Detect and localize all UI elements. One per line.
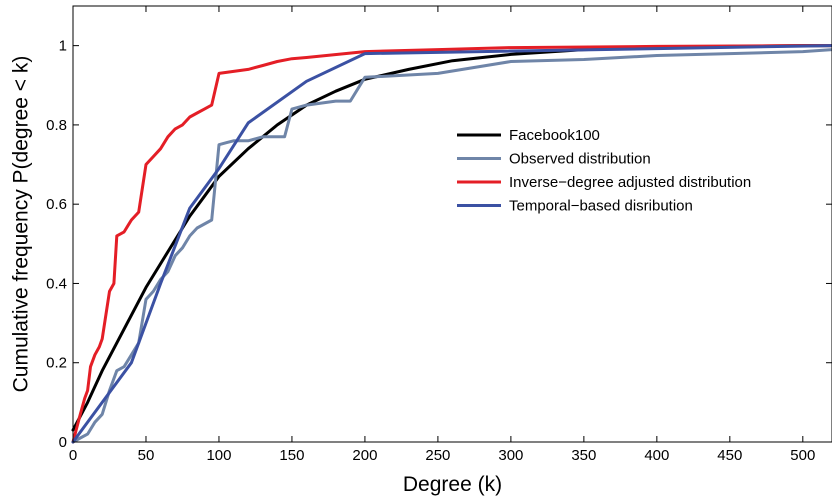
x-tick-label: 50 [138, 447, 155, 464]
y-tick-label: 0 [59, 434, 67, 451]
y-tick-label: 1 [59, 38, 67, 55]
x-tick-label: 0 [69, 447, 77, 464]
legend-label: Inverse−degree adjusted distribution [509, 174, 751, 191]
x-tick-label: 350 [571, 447, 596, 464]
y-tick-label: 0.8 [46, 117, 67, 134]
legend-label: Facebook100 [509, 127, 600, 144]
x-tick-label: 300 [498, 447, 523, 464]
x-tick-label: 150 [279, 447, 304, 464]
x-tick-label: 500 [790, 447, 815, 464]
x-tick-label: 250 [425, 447, 450, 464]
x-tick-label: 400 [644, 447, 669, 464]
axis-ticks: 0 50 100 150 200 250 300 350 400 450 500 0 0.2 0.4 0.6… [46, 6, 832, 464]
x-tick-label: 100 [206, 447, 231, 464]
legend: Facebook100 Observed distribution Inverse−… [457, 127, 751, 215]
plot-frame [72, 5, 832, 443]
series-lines [71, 44, 832, 444]
y-tick-label: 0.6 [46, 196, 67, 213]
series-line-3 [71, 44, 832, 444]
legend-label: Observed distribution [509, 151, 651, 168]
series-line-4 [71, 44, 832, 444]
y-axis-title: Cumulative frequency P(degree < k) [10, 56, 33, 393]
x-tick-label: 200 [352, 447, 377, 464]
legend-label: Temporal−based disribution [509, 198, 693, 215]
y-tick-label: 0.4 [46, 275, 67, 292]
y-tick-label: 0.2 [46, 355, 67, 372]
x-axis-title: Degree (k) [403, 473, 502, 496]
x-tick-label: 450 [717, 447, 742, 464]
series-line-2 [71, 48, 832, 444]
